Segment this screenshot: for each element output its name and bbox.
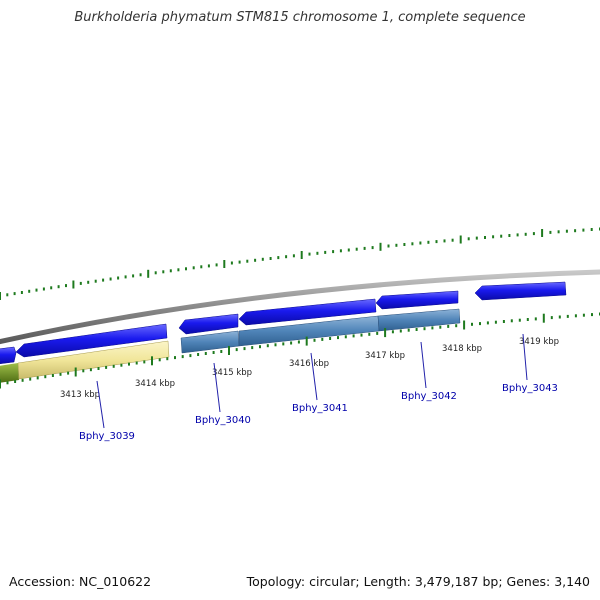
leader-line (310, 352, 318, 401)
map-title: Burkholderia phymatum STM815 chromosome … (74, 10, 526, 25)
gene-label-bphy-3040[interactable]: Bphy_3040 (195, 415, 251, 426)
leader-line (420, 341, 427, 389)
sequence-summary: Topology: circular; Length: 3,479,187 bp… (246, 574, 590, 589)
gene-label-bphy-3041[interactable]: Bphy_3041 (292, 403, 348, 414)
gene-labels: Bphy_3039 Bphy_3040 Bphy_3041 Bphy_3042 … (79, 383, 558, 442)
accession-text: Accession: NC_010622 (9, 574, 152, 589)
leader-line (213, 362, 221, 413)
gene-label-bphy-3043[interactable]: Bphy_3043 (502, 383, 558, 394)
outer-tick-ruler (0, 227, 600, 300)
gene-arrow-bphy-3040[interactable] (178, 313, 239, 335)
gene-label-bphy-3039[interactable]: Bphy_3039 (79, 431, 135, 442)
gene-arrow[interactable] (0, 346, 17, 365)
forward-gene-track (0, 281, 567, 365)
position-label: 3414 kbp (135, 379, 175, 389)
gene-leader-lines (96, 333, 528, 429)
gene-arrow-bphy-3039[interactable] (15, 323, 168, 358)
cds-feature-green[interactable] (0, 363, 19, 383)
leader-line (522, 333, 528, 381)
cds-feature-bphy-3040[interactable] (180, 330, 240, 354)
inner-tick-ruler (0, 312, 600, 389)
position-label: 3419 kbp (519, 337, 559, 347)
position-label: 3415 kbp (212, 368, 252, 378)
gene-arrow-bphy-3043[interactable] (474, 281, 567, 301)
position-label: 3413 kbp (60, 390, 100, 400)
position-label: 3416 kbp (289, 359, 329, 369)
cds-feature-bphy-3039[interactable] (17, 340, 170, 380)
leader-line (96, 380, 105, 429)
cds-feature-track (0, 308, 461, 383)
gene-arrow-bphy-3042[interactable] (375, 290, 459, 310)
gene-arrow-bphy-3041[interactable] (238, 298, 377, 326)
position-labels: 3413 kbp 3414 kbp 3415 kbp 3416 kbp 3417… (60, 337, 559, 400)
chromosome-backbone (0, 269, 600, 345)
cds-feature-bphy-3042[interactable] (377, 308, 461, 332)
position-label: 3418 kbp (442, 344, 482, 354)
position-label: 3417 kbp (365, 351, 405, 361)
gene-label-bphy-3042[interactable]: Bphy_3042 (401, 391, 457, 402)
